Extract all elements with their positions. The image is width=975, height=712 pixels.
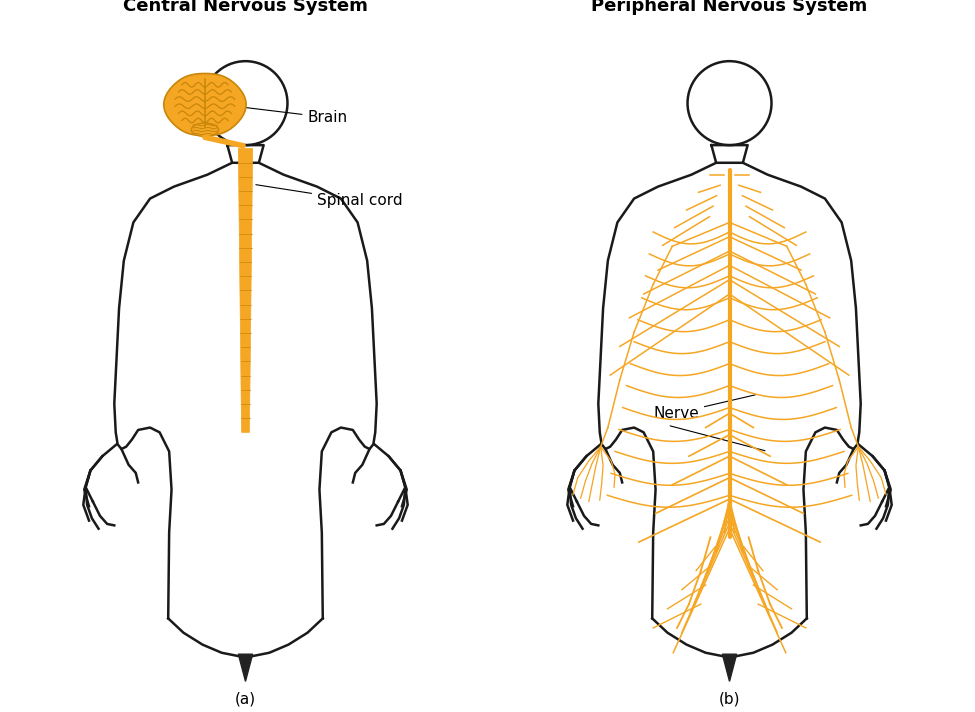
Title: Central Nervous System: Central Nervous System (123, 0, 368, 15)
Polygon shape (722, 654, 737, 681)
Title: Peripheral Nervous System: Peripheral Nervous System (592, 0, 868, 15)
Text: (b): (b) (719, 692, 740, 707)
Polygon shape (164, 73, 246, 135)
Ellipse shape (191, 123, 218, 137)
Text: Nerve: Nerve (653, 394, 756, 421)
Text: (a): (a) (235, 692, 256, 707)
Polygon shape (238, 654, 253, 681)
Polygon shape (238, 149, 253, 432)
Text: Brain: Brain (231, 106, 348, 125)
Text: Spinal cord: Spinal cord (255, 184, 403, 209)
